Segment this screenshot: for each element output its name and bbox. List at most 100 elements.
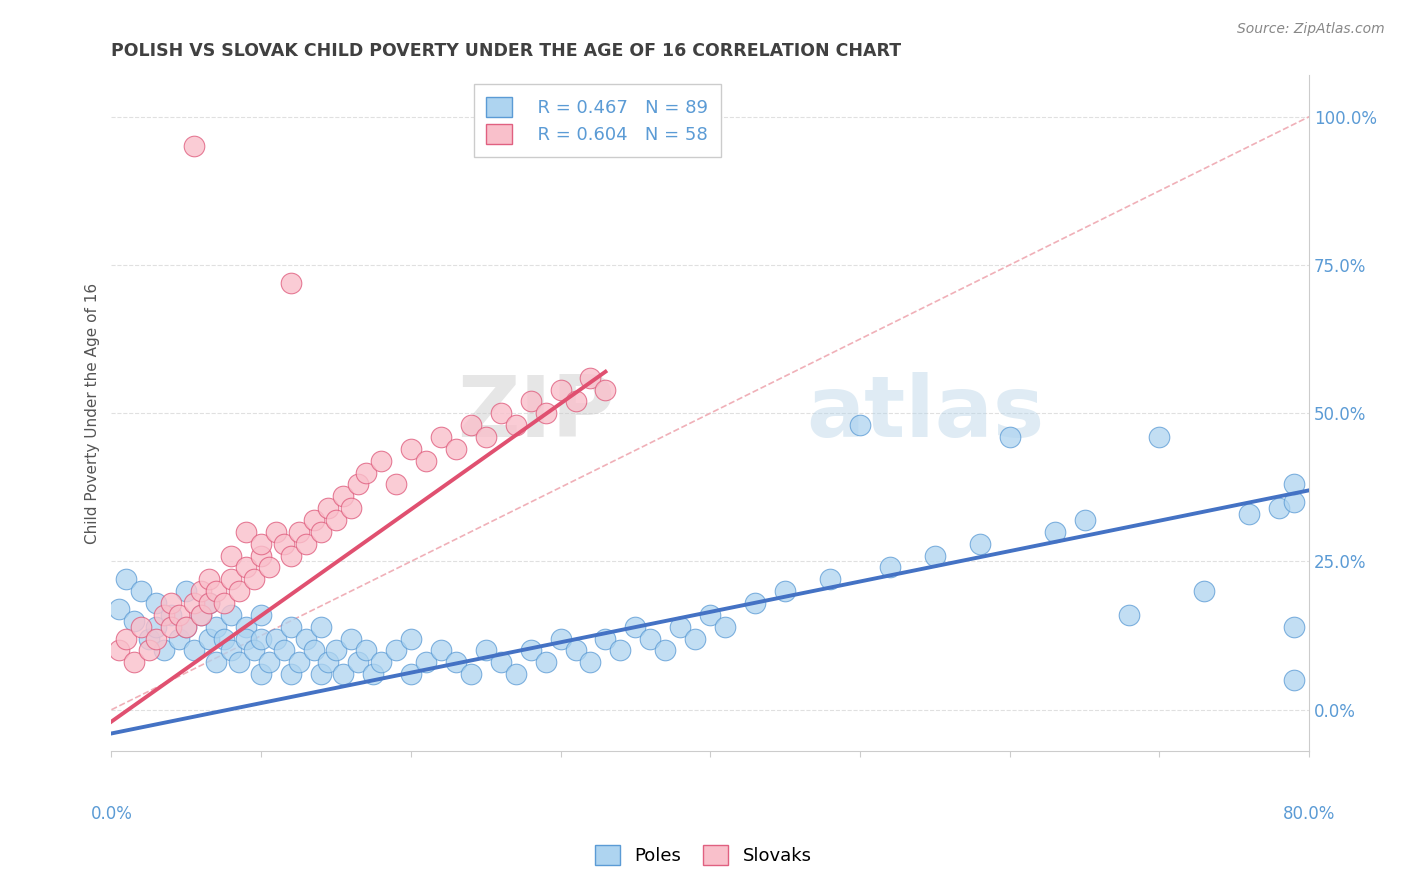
Text: POLISH VS SLOVAK CHILD POVERTY UNDER THE AGE OF 16 CORRELATION CHART: POLISH VS SLOVAK CHILD POVERTY UNDER THE… [111, 42, 901, 60]
Point [1073, 513, 1095, 527]
Point [370, 453, 392, 467]
Point [318, 655, 340, 669]
Point [160, 620, 183, 634]
Point [235, 560, 257, 574]
Point [564, 394, 586, 409]
Point [122, 655, 145, 669]
Point [190, 607, 212, 622]
Point [174, 620, 197, 634]
Point [235, 632, 257, 646]
Point [174, 584, 197, 599]
Point [347, 655, 370, 669]
Point [228, 655, 250, 669]
Point [108, 602, 131, 616]
Point [744, 596, 766, 610]
Text: 80.0%: 80.0% [1282, 805, 1336, 822]
Point [197, 596, 219, 610]
Point [347, 477, 370, 491]
Point [1268, 501, 1291, 516]
Point [354, 466, 377, 480]
Point [714, 620, 737, 634]
Point [167, 607, 190, 622]
Point [197, 572, 219, 586]
Legend:   R = 0.467   N = 89,   R = 0.604   N = 58: R = 0.467 N = 89, R = 0.604 N = 58 [474, 84, 721, 156]
Legend: Poles, Slovaks: Poles, Slovaks [585, 836, 821, 874]
Point [474, 430, 496, 444]
Point [669, 620, 692, 634]
Point [183, 596, 205, 610]
Point [219, 607, 242, 622]
Point [370, 655, 392, 669]
Point [219, 549, 242, 563]
Point [415, 655, 437, 669]
Point [550, 383, 572, 397]
Point [295, 632, 318, 646]
Point [998, 430, 1021, 444]
Point [250, 632, 273, 646]
Point [205, 584, 228, 599]
Point [460, 418, 482, 433]
Point [924, 549, 946, 563]
Point [131, 584, 153, 599]
Point [287, 524, 309, 539]
Point [153, 607, 176, 622]
Point [302, 513, 325, 527]
Point [609, 643, 631, 657]
Point [197, 632, 219, 646]
Point [818, 572, 841, 586]
Point [145, 596, 167, 610]
Point [138, 632, 160, 646]
Point [205, 620, 228, 634]
Y-axis label: Child Poverty Under the Age of 16: Child Poverty Under the Age of 16 [86, 283, 100, 544]
Point [250, 607, 273, 622]
Point [122, 614, 145, 628]
Point [138, 643, 160, 657]
Point [212, 596, 235, 610]
Point [250, 549, 273, 563]
Point [318, 501, 340, 516]
Point [534, 655, 557, 669]
Point [595, 383, 617, 397]
Point [1043, 524, 1066, 539]
Point [773, 584, 796, 599]
Point [190, 607, 212, 622]
Point [519, 643, 541, 657]
Point [624, 620, 647, 634]
Point [1149, 430, 1171, 444]
Point [257, 655, 280, 669]
Point [489, 406, 512, 420]
Point [354, 643, 377, 657]
Point [309, 524, 332, 539]
Point [640, 632, 662, 646]
Point [219, 572, 242, 586]
Point [160, 607, 183, 622]
Point [287, 655, 309, 669]
Point [654, 643, 676, 657]
Point [219, 643, 242, 657]
Point [280, 549, 302, 563]
Point [115, 632, 138, 646]
Point [429, 643, 451, 657]
Point [250, 537, 273, 551]
Point [699, 607, 721, 622]
Point [385, 477, 408, 491]
Point [242, 572, 264, 586]
Point [131, 620, 153, 634]
Text: atlas: atlas [806, 372, 1045, 455]
Point [1118, 607, 1140, 622]
Point [579, 370, 602, 384]
Point [519, 394, 541, 409]
Point [242, 643, 264, 657]
Point [309, 667, 332, 681]
Point [332, 489, 354, 503]
Point [595, 632, 617, 646]
Point [879, 560, 901, 574]
Point [250, 667, 273, 681]
Point [399, 632, 422, 646]
Point [849, 418, 872, 433]
Point [108, 643, 131, 657]
Point [115, 572, 138, 586]
Point [280, 620, 302, 634]
Point [145, 620, 167, 634]
Point [1282, 477, 1305, 491]
